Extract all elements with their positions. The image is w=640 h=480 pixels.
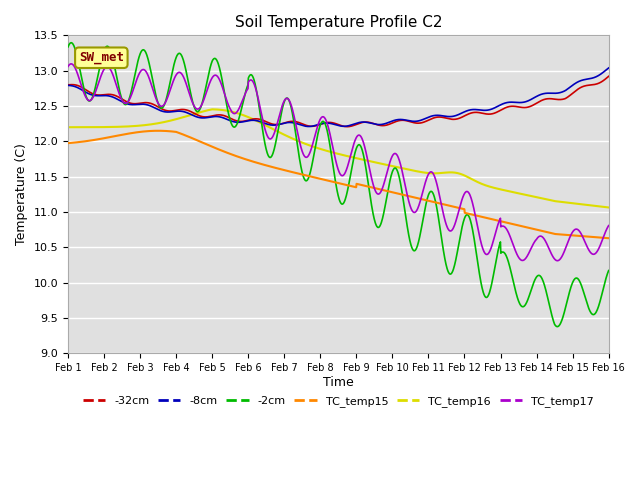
TC_temp15	[422, 197, 430, 203]
-32cm	[541, 96, 548, 102]
TC_temp17	[605, 223, 612, 228]
Line: TC_temp17: TC_temp17	[68, 64, 609, 261]
-2cm	[554, 324, 561, 329]
-32cm	[64, 82, 72, 88]
TC_temp15	[64, 140, 72, 146]
TC_temp16	[184, 113, 192, 119]
-8cm	[245, 118, 253, 123]
-8cm	[172, 108, 179, 114]
-32cm	[493, 109, 501, 115]
-8cm	[305, 124, 313, 130]
X-axis label: Time: Time	[323, 376, 354, 389]
Line: -2cm: -2cm	[68, 43, 609, 326]
TC_temp17	[172, 73, 179, 79]
Legend: -32cm, -8cm, -2cm, TC_temp15, TC_temp16, TC_temp17: -32cm, -8cm, -2cm, TC_temp15, TC_temp16,…	[79, 392, 598, 411]
TC_temp15	[541, 229, 548, 235]
TC_temp16	[209, 107, 216, 112]
-2cm	[493, 252, 501, 258]
Y-axis label: Temperature (C): Temperature (C)	[15, 144, 28, 245]
Line: TC_temp16: TC_temp16	[68, 109, 609, 207]
TC_temp17	[67, 61, 75, 67]
Title: Soil Temperature Profile C2: Soil Temperature Profile C2	[235, 15, 442, 30]
-32cm	[422, 118, 430, 124]
TC_temp17	[554, 258, 561, 264]
-8cm	[64, 83, 72, 88]
-32cm	[605, 73, 612, 79]
-2cm	[172, 57, 179, 62]
TC_temp16	[245, 115, 253, 120]
-2cm	[422, 199, 430, 205]
-8cm	[493, 104, 501, 109]
TC_temp17	[185, 88, 193, 94]
TC_temp15	[245, 157, 253, 163]
TC_temp16	[422, 170, 430, 176]
-8cm	[422, 115, 430, 121]
TC_temp16	[605, 204, 612, 210]
TC_temp15	[493, 217, 501, 223]
TC_temp15	[185, 134, 193, 140]
Line: -32cm: -32cm	[68, 76, 609, 127]
TC_temp15	[605, 235, 612, 241]
-8cm	[541, 91, 548, 96]
-32cm	[172, 108, 179, 113]
TC_temp16	[172, 117, 179, 122]
TC_temp17	[245, 78, 253, 84]
Text: SW_met: SW_met	[79, 51, 124, 64]
TC_temp16	[493, 186, 501, 192]
TC_temp17	[541, 237, 548, 243]
TC_temp17	[422, 176, 430, 182]
TC_temp15	[172, 129, 179, 135]
TC_temp15	[154, 128, 162, 133]
-32cm	[245, 117, 253, 123]
TC_temp17	[64, 63, 72, 69]
-2cm	[185, 81, 193, 86]
-2cm	[67, 40, 75, 46]
-2cm	[64, 44, 72, 50]
Line: TC_temp15: TC_temp15	[68, 131, 609, 238]
-32cm	[343, 124, 351, 130]
-32cm	[184, 108, 192, 113]
TC_temp17	[493, 225, 501, 230]
-2cm	[605, 268, 612, 274]
Line: -8cm: -8cm	[68, 68, 609, 127]
TC_temp16	[64, 124, 72, 130]
-2cm	[245, 73, 253, 79]
-8cm	[184, 110, 192, 116]
TC_temp16	[541, 196, 548, 202]
-8cm	[605, 65, 612, 71]
-2cm	[541, 283, 548, 289]
